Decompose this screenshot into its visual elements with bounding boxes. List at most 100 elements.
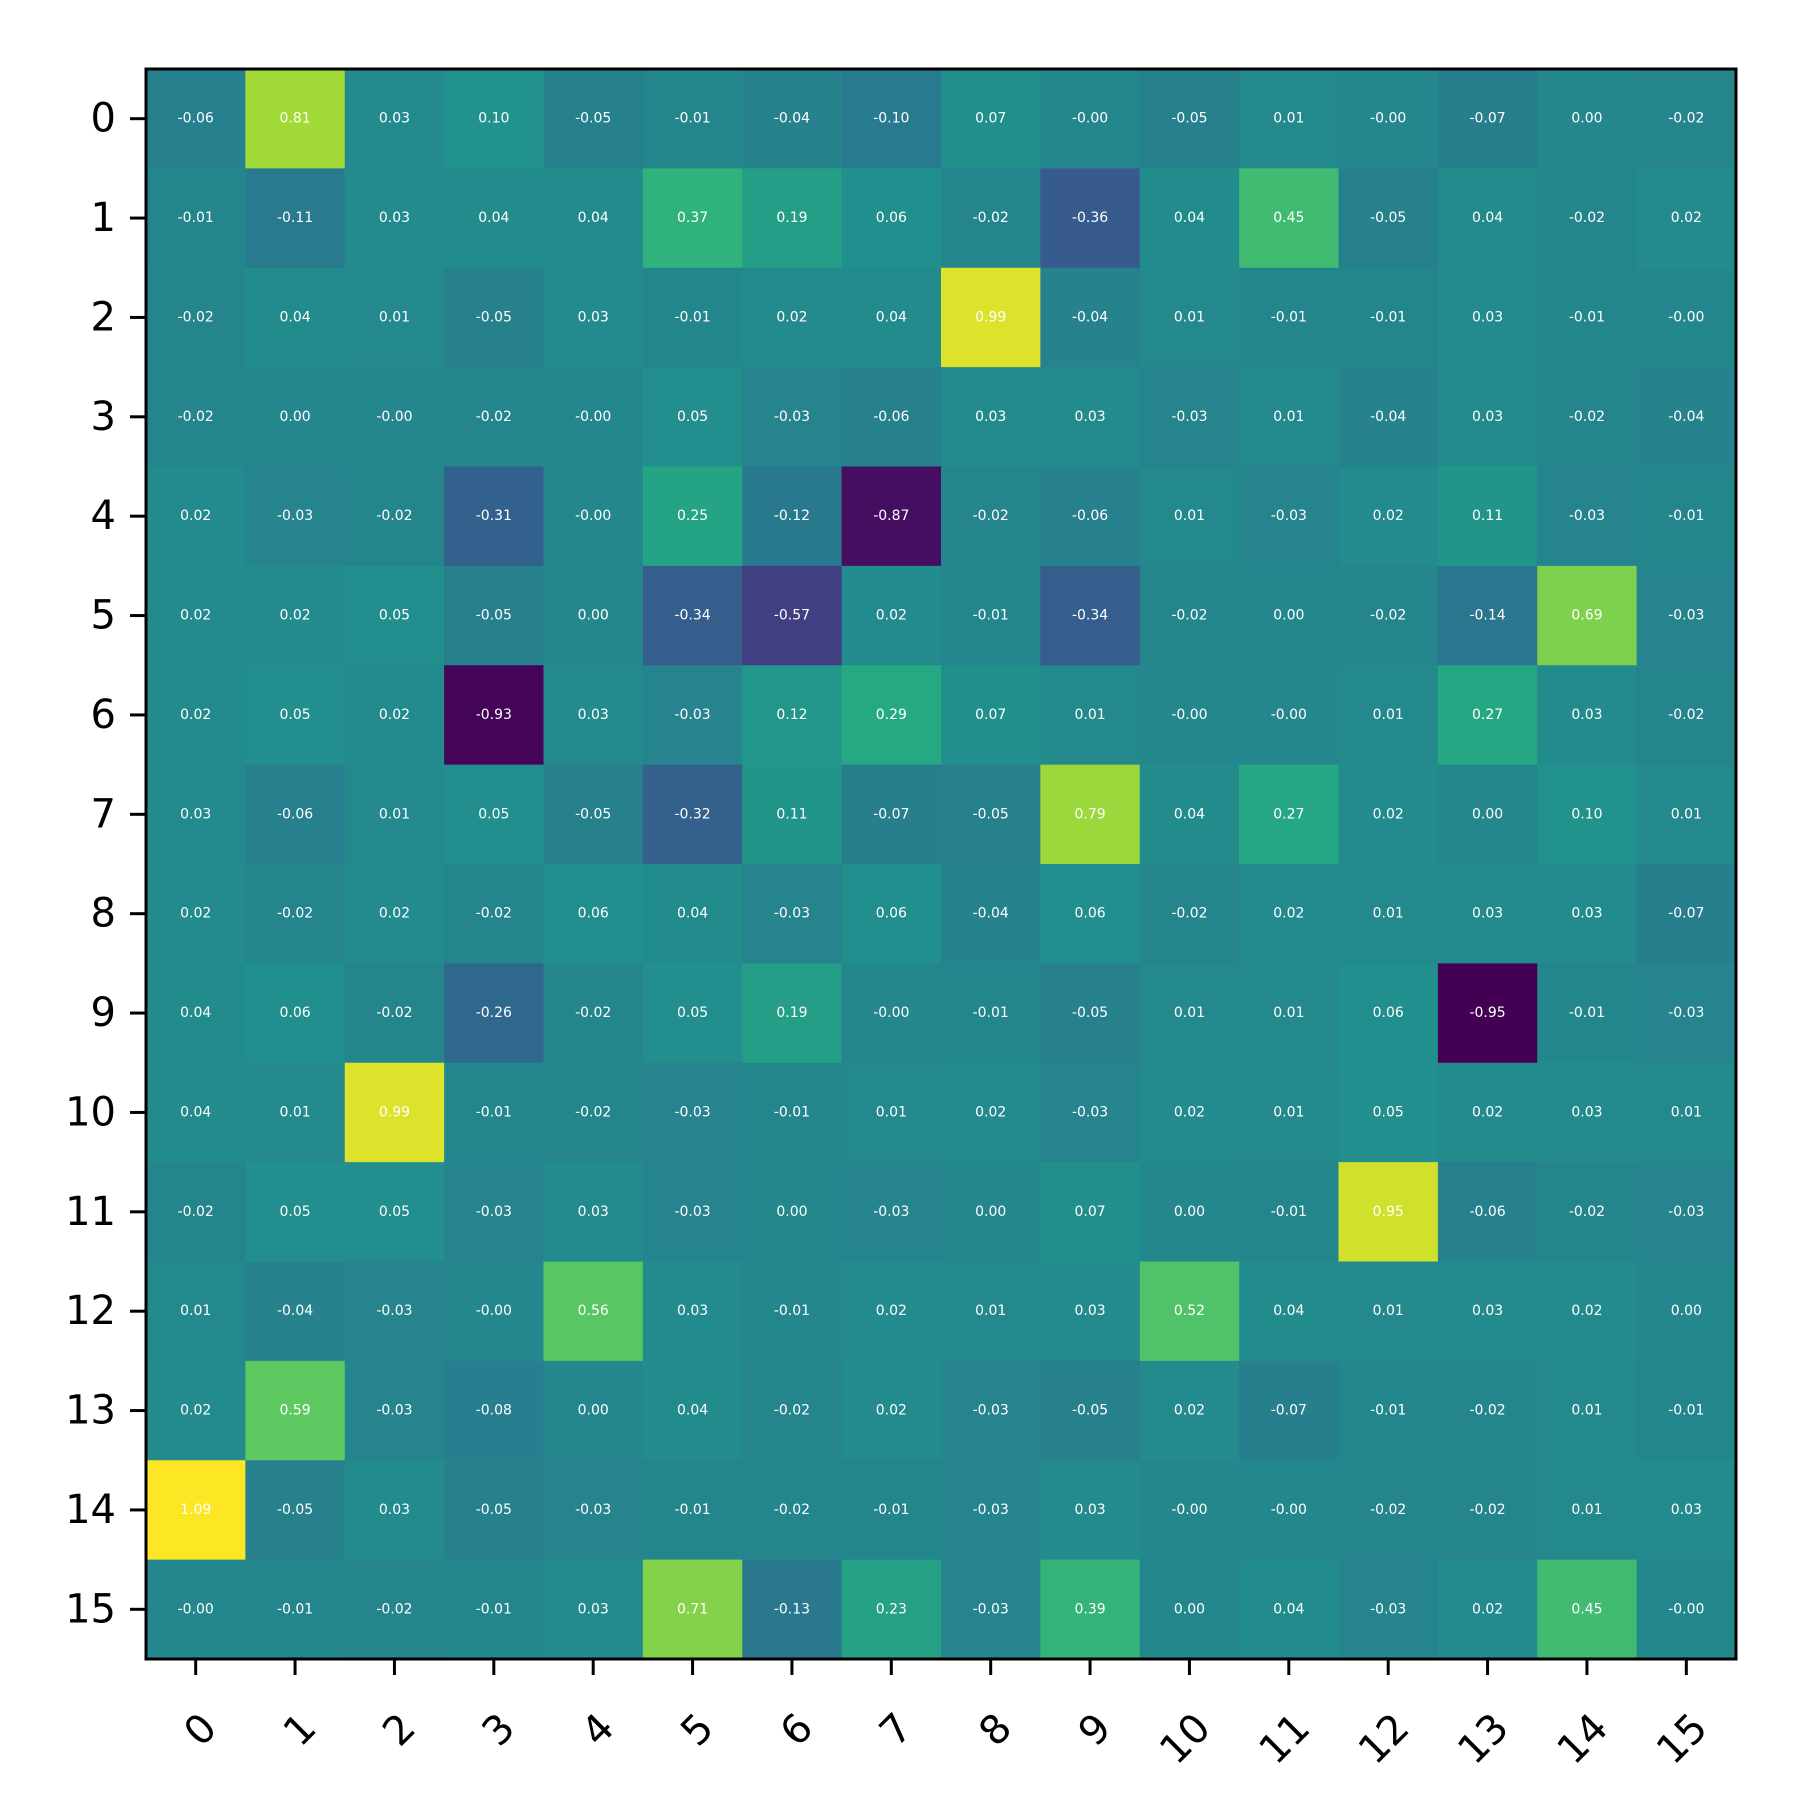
cell-label-12-13: 0.03	[1472, 1303, 1503, 1319]
cell-label-12-4: 0.56	[578, 1303, 609, 1319]
cell-label-12-2: -0.03	[376, 1303, 412, 1319]
cell-label-12-15: 0.00	[1671, 1303, 1702, 1319]
heatmap-cell-4-8	[941, 466, 1041, 567]
heatmap-cell-12-9	[1040, 1261, 1141, 1362]
cell-label-14-8: -0.03	[973, 1502, 1009, 1518]
cell-label-14-11: -0.00	[1271, 1502, 1307, 1518]
cell-label-10-7: 0.01	[876, 1104, 907, 1120]
cell-label-4-9: -0.06	[1072, 508, 1108, 524]
heatmap-cell-7-2	[344, 764, 445, 865]
cell-label-10-15: 0.01	[1671, 1104, 1702, 1120]
heatmap-cell-0-7	[841, 69, 942, 169]
y-tick-label-6: 6	[91, 692, 116, 738]
cell-label-3-6: -0.03	[774, 409, 810, 425]
cell-label-5-10: -0.02	[1171, 608, 1207, 624]
heatmap-cell-11-2	[344, 1162, 445, 1262]
heatmap-cell-13-2	[344, 1360, 445, 1461]
cell-label-3-13: 0.03	[1472, 409, 1503, 425]
cell-label-11-7: -0.03	[873, 1204, 909, 1220]
heatmap-cell-7-10	[1139, 764, 1240, 865]
heatmap-cell-12-6	[742, 1261, 843, 1362]
heatmap-cell-6-15	[1636, 665, 1737, 766]
cell-label-0-13: -0.07	[1469, 111, 1505, 127]
heatmap-cell-5-3	[444, 565, 544, 666]
cell-label-4-6: -0.12	[774, 508, 810, 524]
heatmap-cell-2-10	[1139, 267, 1240, 368]
heatmap-cell-15-0	[146, 1559, 246, 1660]
heatmap-cell-4-2	[344, 466, 445, 567]
heatmap-cell-1-0	[146, 168, 246, 269]
cell-label-15-10: 0.00	[1174, 1601, 1205, 1617]
heatmap-cell-4-15	[1636, 466, 1737, 567]
cell-label-2-8: 0.99	[975, 309, 1006, 325]
heatmap-cell-8-5	[642, 864, 743, 964]
heatmap-cell-14-3	[444, 1460, 544, 1561]
cell-label-13-10: 0.02	[1174, 1403, 1205, 1419]
cell-label-15-0: -0.00	[178, 1601, 214, 1617]
cell-label-10-12: 0.05	[1373, 1104, 1404, 1120]
heatmap-cell-0-10	[1139, 69, 1240, 169]
heatmap-cell-9-13	[1437, 963, 1538, 1064]
heatmap-cell-0-12	[1338, 69, 1439, 169]
heatmap-cell-1-7	[841, 168, 942, 269]
cell-label-9-7: -0.00	[873, 1005, 909, 1021]
heatmap-cell-7-11	[1239, 764, 1339, 865]
heatmap-cell-8-13	[1437, 864, 1538, 964]
heatmap-cell-14-10	[1139, 1460, 1240, 1561]
cell-label-4-10: 0.01	[1174, 508, 1205, 524]
cell-label-8-3: -0.02	[476, 906, 512, 922]
cell-label-3-12: -0.04	[1370, 409, 1406, 425]
cell-label-6-9: 0.01	[1074, 707, 1105, 723]
heatmap-cell-8-9	[1040, 864, 1141, 964]
cell-label-11-0: -0.02	[178, 1204, 214, 1220]
heatmap-cell-3-12	[1338, 367, 1439, 467]
heatmap-cell-14-6	[742, 1460, 843, 1561]
heatmap-cell-6-2	[344, 665, 445, 766]
cell-label-5-13: -0.14	[1469, 608, 1505, 624]
heatmap-cell-1-10	[1139, 168, 1240, 269]
cell-label-9-5: 0.05	[677, 1005, 708, 1021]
heatmap-cell-5-7	[841, 565, 942, 666]
cell-label-11-2: 0.05	[379, 1204, 410, 1220]
cell-label-0-11: 0.01	[1273, 111, 1304, 127]
heatmap-cell-9-8	[941, 963, 1041, 1064]
y-tick-label-7: 7	[91, 791, 116, 837]
cell-label-7-15: 0.01	[1671, 806, 1702, 822]
cell-label-1-1: -0.11	[277, 210, 313, 226]
heatmap-cell-11-0	[146, 1162, 246, 1262]
heatmap-cell-5-2	[344, 565, 445, 666]
cell-label-2-1: 0.04	[279, 309, 310, 325]
cell-label-6-0: 0.02	[180, 707, 211, 723]
cell-label-15-13: 0.02	[1472, 1601, 1503, 1617]
cell-label-1-0: -0.01	[178, 210, 214, 226]
heatmap-cell-6-9	[1040, 665, 1141, 766]
heatmap-cell-4-13	[1437, 466, 1538, 567]
heatmap-cell-10-9	[1040, 1062, 1141, 1163]
cell-label-11-5: -0.03	[674, 1204, 710, 1220]
heatmap-cell-14-4	[543, 1460, 644, 1561]
cell-label-9-8: -0.01	[973, 1005, 1009, 1021]
heatmap-cell-13-10	[1139, 1360, 1240, 1461]
cell-label-2-2: 0.01	[379, 309, 410, 325]
heatmap-cell-3-9	[1040, 367, 1141, 467]
y-tick-label-15: 15	[65, 1586, 116, 1632]
heatmap-cell-1-5	[642, 168, 743, 269]
heatmap-cell-13-1	[245, 1360, 346, 1461]
cell-label-5-1: 0.02	[279, 608, 310, 624]
cell-label-1-4: 0.04	[578, 210, 609, 226]
heatmap-cell-1-13	[1437, 168, 1538, 269]
heatmap-cell-10-4	[543, 1062, 644, 1163]
heatmap-cell-10-6	[742, 1062, 843, 1163]
heatmap-cell-12-8	[941, 1261, 1041, 1362]
cell-label-15-4: 0.03	[578, 1601, 609, 1617]
cell-label-9-12: 0.06	[1373, 1005, 1404, 1021]
heatmap-cell-5-8	[941, 565, 1041, 666]
heatmap-cell-4-0	[146, 466, 246, 567]
heatmap-cell-6-4	[543, 665, 644, 766]
heatmap-cell-13-14	[1537, 1360, 1638, 1461]
cell-label-1-11: 0.45	[1273, 210, 1304, 226]
heatmap-cells	[146, 69, 1737, 1660]
heatmap-cell-10-14	[1537, 1062, 1638, 1163]
heatmap-cell-13-9	[1040, 1360, 1141, 1461]
cell-label-14-9: 0.03	[1074, 1502, 1105, 1518]
